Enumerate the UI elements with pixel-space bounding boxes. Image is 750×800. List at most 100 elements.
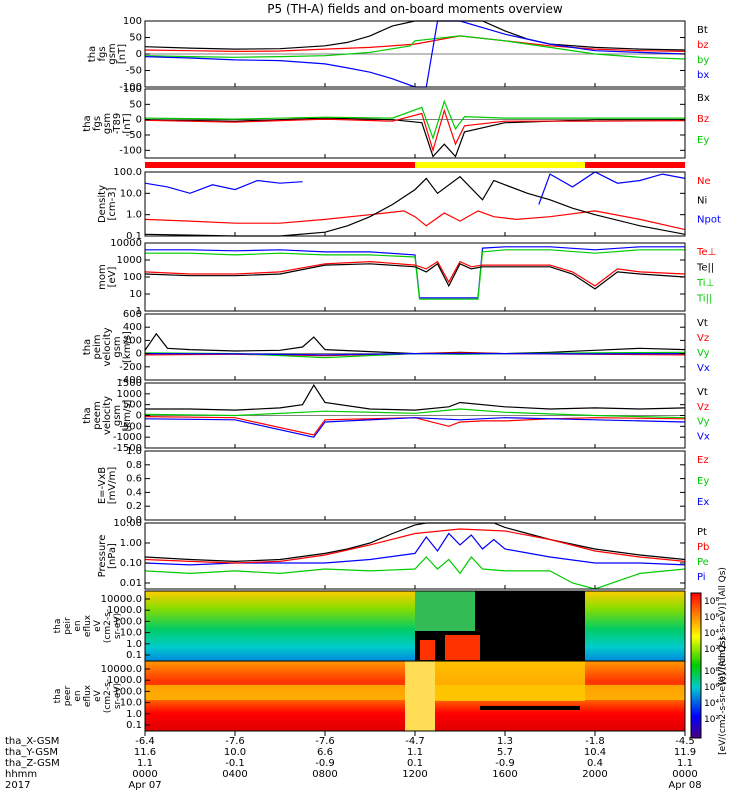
y-tick-label: 400 xyxy=(123,322,142,333)
y-axis-label-line: (cm2-s- xyxy=(103,609,113,643)
y-axis-label-line: [km/s] xyxy=(122,399,133,431)
ephemeris-value: 1.1 xyxy=(137,758,153,769)
y-axis-label-line: eV xyxy=(93,689,103,702)
y-tick-label: 500 xyxy=(123,400,142,411)
colorbar-label: [eV/(cm2-s-sr-eV)] (All Qs) xyxy=(718,637,728,755)
legend-entry: Ey xyxy=(697,476,709,487)
ephemeris-value: 1.3 xyxy=(497,736,513,747)
y-tick-label: 10.0 xyxy=(120,628,142,639)
y-axis-label-line: sr-eV) xyxy=(113,683,123,709)
y-tick-label: 0.0 xyxy=(126,515,142,526)
y-tick-label: 10000.0 xyxy=(101,594,142,605)
y-tick-label: 0.10 xyxy=(120,558,142,569)
y-axis-label-line: tha xyxy=(53,689,63,704)
series-group xyxy=(145,99,685,158)
y-axis-label-line: [nT] xyxy=(117,44,128,64)
ephemeris-value: 0000 xyxy=(132,769,157,780)
y-tick-label: 10000 xyxy=(110,238,142,249)
y-axis-label-line: tha xyxy=(53,619,63,634)
ephemeris-value: 5.7 xyxy=(497,747,513,758)
ephemeris-value: 10.4 xyxy=(584,747,606,758)
legend-entry: Vx xyxy=(697,363,710,374)
y-tick-label: -200 xyxy=(119,362,142,373)
ephemeris-value: Apr 08 xyxy=(668,780,701,791)
legend-entry: Bz xyxy=(697,114,709,125)
series-line-2 xyxy=(538,171,685,205)
y-axis-label-line: tha xyxy=(82,115,93,131)
y-tick-label: 0 xyxy=(136,411,142,422)
y-axis-label-line: velocity xyxy=(102,327,113,366)
ephemeris-value: -0.9 xyxy=(315,758,335,769)
y-tick-label: 100 xyxy=(123,84,142,95)
series-group xyxy=(145,246,685,300)
y-tick-label: 50 xyxy=(129,33,142,44)
legend-entry: Vz xyxy=(697,402,709,413)
ephemeris-value: 10.0 xyxy=(224,747,246,758)
y-axis-label-line: gsm xyxy=(102,113,113,134)
ephemeris-row: tha_Y-GSM 11.6 10.0 6.6 1.1 5.7 10.4 11.9 xyxy=(5,747,696,758)
y-tick-label: 100 xyxy=(123,16,142,27)
y-tick-label: -100 xyxy=(119,82,142,93)
y-axis-label-line: eflux xyxy=(83,684,93,707)
panel-pressure: 10.00 1.00 0.10 0.01 Pressure [nPa] Pt Pb Pe Pi xyxy=(97,518,709,590)
electron-spectrogram xyxy=(144,660,686,732)
panel-frame xyxy=(144,313,686,381)
series-group xyxy=(145,332,685,359)
y-tick-label: 0.1 xyxy=(126,720,142,731)
ephemeris-row: 2017 Apr 07 Apr 08 xyxy=(5,780,702,791)
panel-density: 100.0 10.0 1.0 0.1 Density [cm-3] Ne Ni Npot xyxy=(97,167,721,242)
y-tick-label: 1000.0 xyxy=(107,605,142,616)
mode-bar-slow-survey-2 xyxy=(585,162,685,168)
legend-entry: Vt xyxy=(697,387,708,398)
y-tick-label: 1.00 xyxy=(120,538,142,549)
y-tick-label: 1000.0 xyxy=(107,675,142,686)
legend-entry: bz xyxy=(697,40,709,51)
colorbar-label: [eV/(cm2-s-sr-eV)] (All Qs) xyxy=(718,567,728,685)
y-axis-label-line: fgs xyxy=(97,46,108,61)
colorbar: 10⁸ 10⁶ 10⁴ 10² 10⁸ 10⁶ 10⁴ 10² xyxy=(690,592,719,739)
ephemeris-value: 11.6 xyxy=(134,747,156,758)
y-axis-label-line: eflux xyxy=(83,614,93,637)
series-line-1 xyxy=(145,384,685,411)
series-line-2 xyxy=(145,35,685,53)
ephemeris-value: 0.1 xyxy=(407,758,423,769)
mode-bar xyxy=(145,162,685,168)
y-axis-label-line: peim xyxy=(92,334,103,359)
ephemeris-value: 1200 xyxy=(402,769,427,780)
y-tick-label: 1 xyxy=(136,306,142,317)
series-line-4 xyxy=(145,417,685,438)
legend-entry: Te⊥ xyxy=(696,247,716,258)
y-tick-label: 0.2 xyxy=(126,501,142,512)
y-tick-label: -100 xyxy=(119,145,142,156)
colorbar-tick-label: 10⁴ xyxy=(704,699,719,709)
y-tick-label: 1.0 xyxy=(126,446,142,457)
ephemeris-value: -7.6 xyxy=(225,736,245,747)
legend-entry: Pb xyxy=(697,542,709,553)
y-axis-label-line: Pressure xyxy=(97,535,108,578)
ephemeris-value: 0800 xyxy=(312,769,337,780)
y-tick-label: 10000.0 xyxy=(101,664,142,675)
legend-entry: Ez xyxy=(697,455,709,466)
series-line-4 xyxy=(145,556,685,590)
y-tick-label: 1500 xyxy=(117,378,142,389)
legend-entry: Pt xyxy=(697,527,707,538)
colorbar-tick-label: 10² xyxy=(704,715,719,725)
ephemeris-value: -4.5 xyxy=(675,736,695,747)
series-line-3 xyxy=(145,528,685,564)
series-line-3 xyxy=(145,210,685,231)
y-axis-label-line: [cm-3] xyxy=(107,187,118,220)
ephemeris-row-label: tha_Y-GSM xyxy=(5,747,58,758)
mode-bar-slow-survey-1 xyxy=(145,162,415,168)
y-axis-label-line: eV xyxy=(93,619,103,632)
electron-spectrogram-transition xyxy=(405,661,435,731)
colorbar-tick-label: 10⁴ xyxy=(704,629,719,639)
y-tick-label: 200 xyxy=(123,335,142,346)
ephemeris-row-label: tha_X-GSM xyxy=(5,736,59,747)
y-tick-label: 600 xyxy=(123,309,142,320)
series-line-1 xyxy=(145,522,685,563)
panel-fgs-gsm-t89: 100 50 0 -50 -100 tha fgs gsm -T89 [nT] Bx Bz Ey xyxy=(82,84,710,159)
